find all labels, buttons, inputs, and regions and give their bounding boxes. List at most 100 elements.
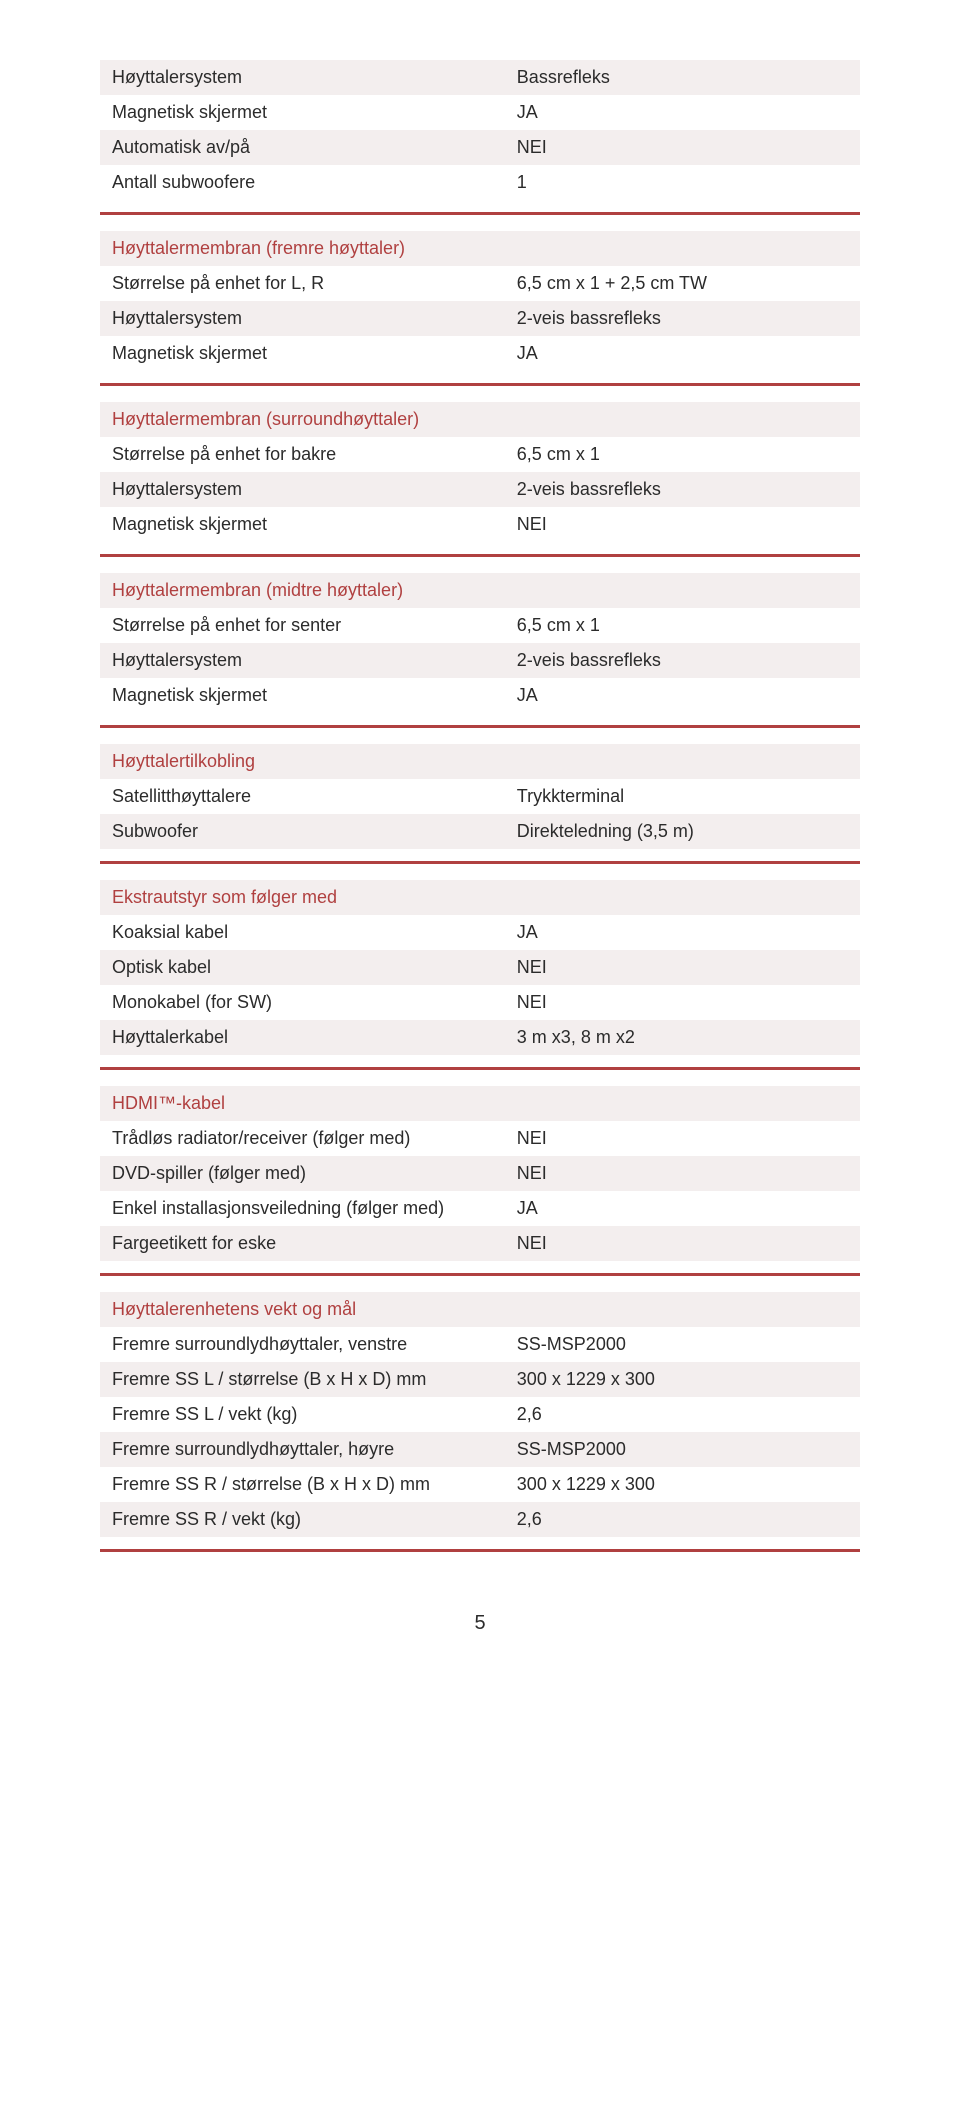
spec-value: 6,5 cm x 1 + 2,5 cm TW — [517, 273, 848, 294]
spec-label: Fremre SS L / vekt (kg) — [112, 1404, 517, 1425]
spec-row: Størrelse på enhet for bakre6,5 cm x 1 — [100, 437, 860, 472]
spec-row: Enkel installasjonsveiledning (følger me… — [100, 1191, 860, 1226]
spec-row: Koaksial kabelJA — [100, 915, 860, 950]
section-separator — [100, 554, 860, 557]
spec-label: Magnetisk skjermet — [112, 514, 517, 535]
spec-row: Høyttalersystem2-veis bassrefleks — [100, 643, 860, 678]
spec-value: NEI — [517, 992, 848, 1013]
spec-value: NEI — [517, 957, 848, 978]
spec-label: Fremre SS R / vekt (kg) — [112, 1509, 517, 1530]
spec-document: HøyttalersystemBassrefleksMagnetisk skje… — [100, 60, 860, 1552]
spec-row: SatellitthøyttalereTrykkterminal — [100, 779, 860, 814]
section-title: Høyttalertilkobling — [100, 744, 860, 779]
spec-label: Størrelse på enhet for bakre — [112, 444, 517, 465]
spec-label: Optisk kabel — [112, 957, 517, 978]
section-separator — [100, 1067, 860, 1070]
spec-label: Fremre SS L / størrelse (B x H x D) mm — [112, 1369, 517, 1390]
spec-label: Høyttalerkabel — [112, 1027, 517, 1048]
spec-label: Fremre surroundlydhøyttaler, høyre — [112, 1439, 517, 1460]
spec-label: Koaksial kabel — [112, 922, 517, 943]
spec-value: Bassrefleks — [517, 67, 848, 88]
spec-row: Fremre SS L / vekt (kg)2,6 — [100, 1397, 860, 1432]
spec-value: Trykkterminal — [517, 786, 848, 807]
spec-row: HøyttalersystemBassrefleks — [100, 60, 860, 95]
spec-value: 2,6 — [517, 1509, 848, 1530]
spec-label: DVD-spiller (følger med) — [112, 1163, 517, 1184]
spec-value: NEI — [517, 1128, 848, 1149]
spec-label: Fargeetikett for eske — [112, 1233, 517, 1254]
spec-label: Fremre SS R / størrelse (B x H x D) mm — [112, 1474, 517, 1495]
spec-row: Fremre SS R / vekt (kg)2,6 — [100, 1502, 860, 1537]
spec-value: 300 x 1229 x 300 — [517, 1474, 848, 1495]
spec-label: Automatisk av/på — [112, 137, 517, 158]
section-separator — [100, 861, 860, 864]
spec-value: JA — [517, 1198, 848, 1219]
spec-value: NEI — [517, 137, 848, 158]
spec-row: Høyttalersystem2-veis bassrefleks — [100, 472, 860, 507]
spec-row: Monokabel (for SW)NEI — [100, 985, 860, 1020]
spec-value: JA — [517, 685, 848, 706]
spec-section: Ekstrautstyr som følger medKoaksial kabe… — [100, 880, 860, 1055]
spec-value: NEI — [517, 1163, 848, 1184]
spec-row: Automatisk av/påNEI — [100, 130, 860, 165]
spec-value: SS-MSP2000 — [517, 1334, 848, 1355]
spec-label: Satellitthøyttalere — [112, 786, 517, 807]
spec-label: Høyttalersystem — [112, 308, 517, 329]
spec-section: Høyttalermembran (midtre høyttaler)Størr… — [100, 573, 860, 713]
spec-value: 2-veis bassrefleks — [517, 479, 848, 500]
spec-row: Fremre SS L / størrelse (B x H x D) mm30… — [100, 1362, 860, 1397]
spec-value: 6,5 cm x 1 — [517, 615, 848, 636]
spec-value: 2,6 — [517, 1404, 848, 1425]
spec-section: HøyttalersystemBassrefleksMagnetisk skje… — [100, 60, 860, 200]
spec-value: Direkteledning (3,5 m) — [517, 821, 848, 842]
spec-row: Høyttalersystem2-veis bassrefleks — [100, 301, 860, 336]
page-number: 5 — [100, 1612, 860, 1635]
spec-row: Fargeetikett for eskeNEI — [100, 1226, 860, 1261]
section-title: HDMI™-kabel — [100, 1086, 860, 1121]
section-title: Høyttalermembran (fremre høyttaler) — [100, 231, 860, 266]
spec-value: JA — [517, 343, 848, 364]
section-title: Ekstrautstyr som følger med — [100, 880, 860, 915]
spec-section: HDMI™-kabel Trådløs radiator/receiver (fø… — [100, 1086, 860, 1261]
spec-row: Antall subwoofere1 — [100, 165, 860, 200]
spec-row: Magnetisk skjermetNEI — [100, 507, 860, 542]
spec-label: Høyttalersystem — [112, 650, 517, 671]
spec-row: DVD-spiller (følger med)NEI — [100, 1156, 860, 1191]
spec-value: 2-veis bassrefleks — [517, 650, 848, 671]
spec-section: Høyttalermembran (surroundhøyttaler)Stør… — [100, 402, 860, 542]
spec-row: Størrelse på enhet for senter6,5 cm x 1 — [100, 608, 860, 643]
spec-section: HøyttalertilkoblingSatellitthøyttalereTr… — [100, 744, 860, 849]
spec-row: Magnetisk skjermetJA — [100, 336, 860, 371]
spec-label: Størrelse på enhet for senter — [112, 615, 517, 636]
section-separator — [100, 1273, 860, 1276]
section-title: Høyttalermembran (surroundhøyttaler) — [100, 402, 860, 437]
section-separator — [100, 212, 860, 215]
spec-row: Magnetisk skjermetJA — [100, 95, 860, 130]
spec-value: SS-MSP2000 — [517, 1439, 848, 1460]
spec-row: Fremre surroundlydhøyttaler, venstreSS-M… — [100, 1327, 860, 1362]
spec-row: Fremre SS R / størrelse (B x H x D) mm30… — [100, 1467, 860, 1502]
spec-value: 6,5 cm x 1 — [517, 444, 848, 465]
spec-label: Magnetisk skjermet — [112, 685, 517, 706]
spec-value: JA — [517, 922, 848, 943]
spec-value: JA — [517, 102, 848, 123]
spec-value: 300 x 1229 x 300 — [517, 1369, 848, 1390]
section-title: Høyttalerenhetens vekt og mål — [100, 1292, 860, 1327]
spec-label: Enkel installasjonsveiledning (følger me… — [112, 1198, 517, 1219]
section-title: Høyttalermembran (midtre høyttaler) — [100, 573, 860, 608]
spec-value: 1 — [517, 172, 848, 193]
spec-label: Høyttalersystem — [112, 67, 517, 88]
spec-value: NEI — [517, 1233, 848, 1254]
spec-row: Høyttalerkabel3 m x3, 8 m x2 — [100, 1020, 860, 1055]
spec-label: Størrelse på enhet for L, R — [112, 273, 517, 294]
spec-section: Høyttalerenhetens vekt og målFremre surr… — [100, 1292, 860, 1537]
section-separator — [100, 725, 860, 728]
spec-section: Høyttalermembran (fremre høyttaler)Størr… — [100, 231, 860, 371]
spec-row: Optisk kabelNEI — [100, 950, 860, 985]
spec-label: Antall subwoofere — [112, 172, 517, 193]
spec-value: 3 m x3, 8 m x2 — [517, 1027, 848, 1048]
spec-label: Magnetisk skjermet — [112, 343, 517, 364]
spec-label: Trådløs radiator/receiver (følger med) — [112, 1128, 517, 1149]
spec-row: Fremre surroundlydhøyttaler, høyreSS-MSP… — [100, 1432, 860, 1467]
spec-row: Størrelse på enhet for L, R6,5 cm x 1 + … — [100, 266, 860, 301]
